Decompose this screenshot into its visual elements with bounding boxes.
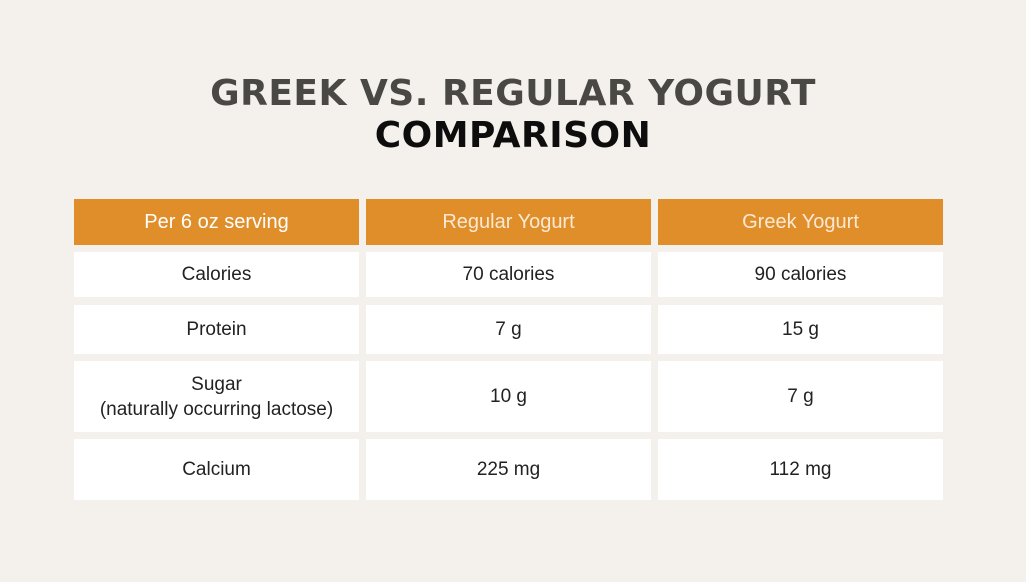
row-label-sugar-main: Sugar bbox=[191, 373, 242, 395]
cell-greek-calories: 90 calories bbox=[658, 252, 943, 297]
cell-regular-calcium: 225 mg bbox=[366, 439, 651, 500]
row-label-protein: Protein bbox=[74, 305, 359, 354]
header-regular-yogurt: Regular Yogurt bbox=[366, 199, 651, 245]
row-label-sugar-note: (naturally occurring lactose) bbox=[99, 398, 334, 420]
row-label-calories: Calories bbox=[74, 252, 359, 297]
row-label-calcium: Calcium bbox=[74, 439, 359, 500]
title-line-2: COMPARISON bbox=[374, 115, 652, 156]
title-line-1: GREEK VS. REGULAR YOGURT bbox=[210, 73, 816, 114]
cell-regular-sugar: 10 g bbox=[366, 361, 651, 432]
cell-regular-protein: 7 g bbox=[366, 305, 651, 354]
row-label-sugar: Sugar (naturally occurring lactose) bbox=[74, 361, 359, 432]
cell-greek-protein: 15 g bbox=[658, 305, 943, 354]
page-title: GREEK VS. REGULAR YOGURT COMPARISON bbox=[0, 72, 1026, 158]
cell-greek-sugar: 7 g bbox=[658, 361, 943, 432]
header-serving: Per 6 oz serving bbox=[74, 199, 359, 245]
cell-greek-calcium: 112 mg bbox=[658, 439, 943, 500]
header-greek-yogurt: Greek Yogurt bbox=[658, 199, 943, 245]
cell-regular-calories: 70 calories bbox=[366, 252, 651, 297]
